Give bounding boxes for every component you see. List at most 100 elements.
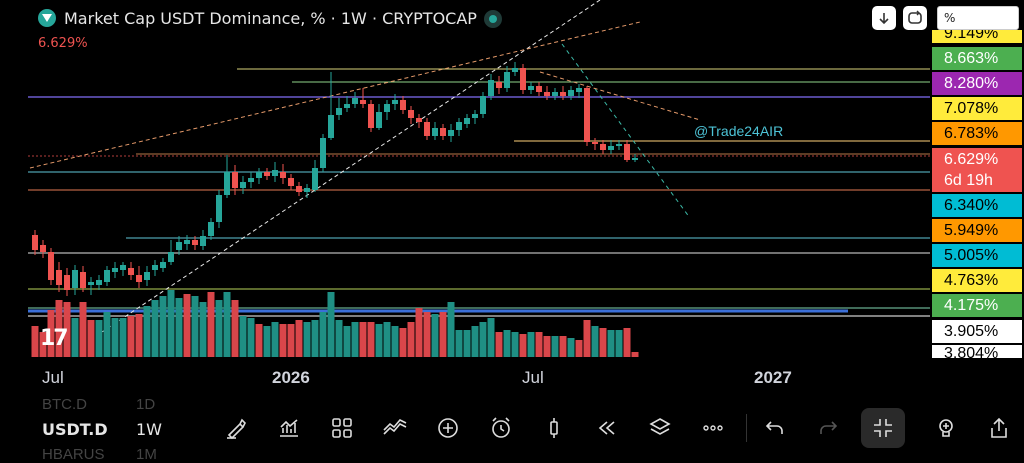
volume-bar xyxy=(463,330,471,357)
price-scale-tag[interactable]: 7.078% xyxy=(932,97,1022,120)
volume-bar xyxy=(487,318,495,357)
volume-bar xyxy=(207,292,215,357)
volume-bar xyxy=(359,322,367,357)
price-scale-tag[interactable]: 5.949% xyxy=(932,219,1022,242)
volume-bar xyxy=(583,320,591,357)
ideas-icon[interactable] xyxy=(929,411,963,445)
layers-icon[interactable] xyxy=(643,411,677,445)
market-status-icon[interactable] xyxy=(484,10,502,28)
volume-bar xyxy=(383,322,391,357)
time-label-jul-2025: Jul xyxy=(42,368,64,387)
volume-bar xyxy=(151,300,159,357)
price-scale-tag[interactable]: 6d 19h xyxy=(932,169,1022,192)
refresh-icon[interactable] xyxy=(903,6,927,30)
candle-body xyxy=(368,104,374,128)
ghost-timeframe-top[interactable]: 1D xyxy=(136,396,156,413)
volume-bar xyxy=(447,302,455,357)
candle-body xyxy=(328,115,334,138)
symbol-selector[interactable]: USDT.D xyxy=(42,420,108,439)
compare-icon[interactable] xyxy=(378,411,412,445)
replay-icon[interactable] xyxy=(590,411,624,445)
price-scale-tag[interactable]: 6.340% xyxy=(932,194,1022,217)
volume-bar xyxy=(599,328,607,357)
candle-body xyxy=(56,270,62,285)
candle-body xyxy=(512,68,518,72)
candle-body xyxy=(104,270,110,282)
volume-bar xyxy=(455,330,463,357)
volume-bar xyxy=(335,320,343,357)
volume-bar xyxy=(607,330,615,357)
author-watermark: @Trade24AIR xyxy=(694,123,784,139)
candle-body xyxy=(352,98,358,104)
redo-icon[interactable] xyxy=(811,411,845,445)
tradingview-logo-text: 17 xyxy=(40,326,69,351)
price-scale-tag[interactable]: 3.905% xyxy=(932,320,1022,343)
price-scale-tag[interactable]: 6.629% xyxy=(932,148,1022,171)
ghost-timeframe-bottom[interactable]: 1M xyxy=(136,446,157,463)
price-scale-tag[interactable]: 3.804% xyxy=(932,345,1022,358)
volume-bar xyxy=(271,322,279,357)
price-scale-tag[interactable]: 8.663% xyxy=(932,47,1022,70)
candle-body xyxy=(224,172,230,195)
candle-body xyxy=(408,110,414,118)
volume-bar xyxy=(415,308,423,357)
volume-bar xyxy=(199,302,207,357)
volume-bar xyxy=(367,322,375,357)
volume-bar xyxy=(119,318,127,357)
volume-bar xyxy=(255,324,263,357)
candle-body xyxy=(32,235,38,250)
ghost-symbol-bottom[interactable]: HBARUS xyxy=(42,446,105,463)
candle-body xyxy=(288,178,294,186)
price-scale-tag[interactable]: 4.763% xyxy=(932,269,1022,292)
candle-body xyxy=(208,222,214,236)
candle-body xyxy=(272,170,278,176)
volume-bar xyxy=(215,300,223,357)
undo-icon[interactable] xyxy=(758,411,792,445)
candle-body xyxy=(568,90,574,96)
last-price-readout: 6.629% xyxy=(38,36,88,51)
candle-body xyxy=(120,265,126,270)
timeframe-selector[interactable]: 1W xyxy=(136,420,162,439)
tradingview-logo[interactable]: 17 xyxy=(40,326,69,351)
price-scale-tag[interactable]: 6.783% xyxy=(932,122,1022,145)
fullscreen-exit-icon[interactable] xyxy=(861,408,905,448)
candle-body xyxy=(192,240,198,245)
time-label-jul-2026: Jul xyxy=(522,368,544,387)
volume-bar xyxy=(351,322,359,357)
more-icon[interactable] xyxy=(696,411,730,445)
ghost-symbol-top[interactable]: BTC.D xyxy=(42,396,87,413)
candle-type-icon[interactable] xyxy=(537,411,571,445)
volume-bar xyxy=(591,326,599,357)
time-label-2027: 2027 xyxy=(754,368,792,387)
add-icon[interactable] xyxy=(431,411,465,445)
arrow-down-icon[interactable] xyxy=(872,6,896,30)
volume-bar xyxy=(567,338,575,357)
volume-bar xyxy=(503,330,511,357)
volume-bar xyxy=(407,322,415,357)
price-scale-tag[interactable]: 4.175% xyxy=(932,294,1022,317)
volume-bar xyxy=(479,322,487,357)
indicators-icon[interactable] xyxy=(272,411,306,445)
candle-body xyxy=(240,182,246,188)
volume-bar xyxy=(135,314,143,357)
volume-bar xyxy=(303,322,311,357)
volume-bar xyxy=(511,332,519,357)
templates-icon[interactable] xyxy=(325,411,359,445)
volume-bar xyxy=(375,324,383,357)
candle-body xyxy=(400,100,406,110)
alert-icon[interactable] xyxy=(484,411,518,445)
volume-bar xyxy=(143,306,151,357)
price-scale-tag[interactable]: 9.149% xyxy=(932,30,1022,43)
price-scale-tag[interactable]: 5.005% xyxy=(932,244,1022,267)
share-icon[interactable] xyxy=(982,411,1016,445)
candle-body xyxy=(344,104,350,108)
chart-title[interactable]: Market Cap USDT Dominance, % · 1W · CRYP… xyxy=(64,9,477,28)
scale-search-input[interactable] xyxy=(937,6,1019,30)
candle-body xyxy=(112,268,118,272)
price-scale-tag[interactable]: 8.280% xyxy=(932,72,1022,95)
price-chart[interactable] xyxy=(0,0,1024,394)
candle-body xyxy=(632,158,638,160)
brush-icon[interactable] xyxy=(219,411,253,445)
candle-body xyxy=(264,172,270,176)
candle-body xyxy=(560,92,566,96)
